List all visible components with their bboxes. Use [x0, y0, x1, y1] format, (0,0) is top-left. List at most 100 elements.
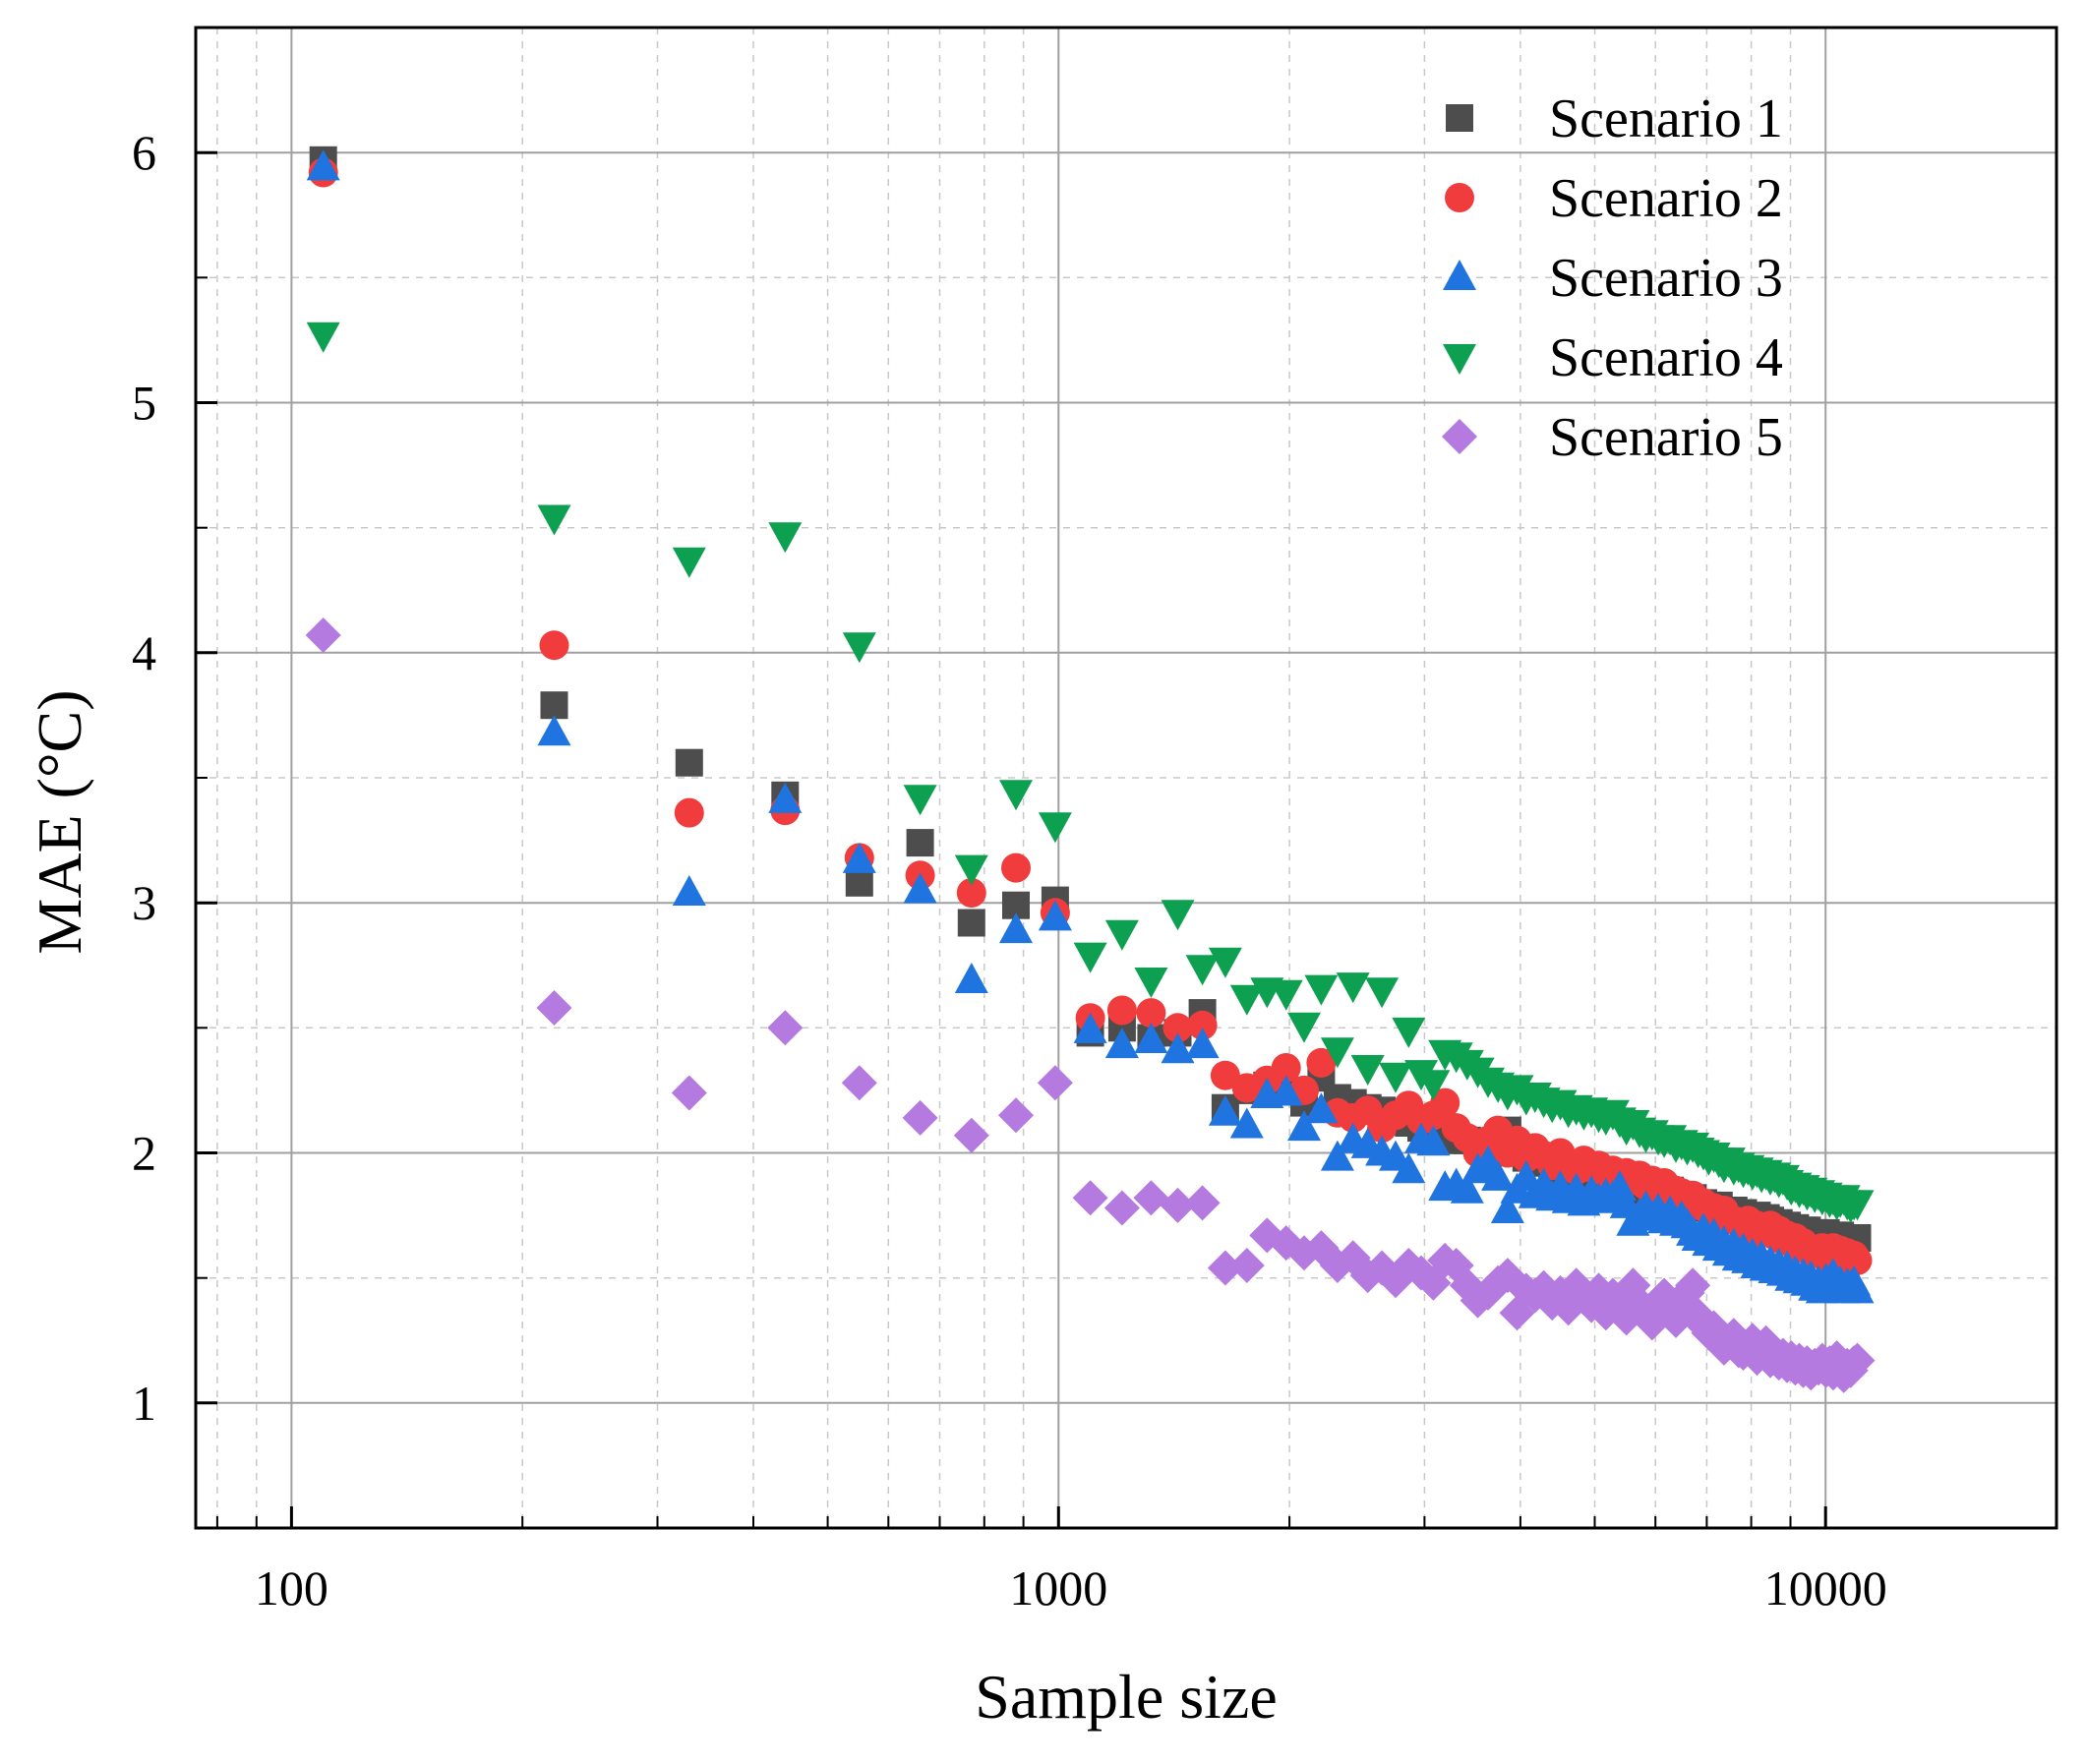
data-point — [956, 878, 986, 908]
x-axis-title: Sample size — [975, 1662, 1277, 1732]
data-point — [1228, 1248, 1265, 1283]
data-point — [1072, 1180, 1108, 1216]
legend-label: Scenario 3 — [1549, 248, 1783, 309]
data-point — [1675, 1267, 1711, 1304]
data-point — [999, 912, 1033, 944]
data-point — [671, 1075, 707, 1111]
data-point — [1287, 1012, 1321, 1043]
x-tick-label: 1000 — [1009, 1560, 1107, 1616]
data-point — [1229, 1107, 1264, 1139]
data-point — [1185, 955, 1220, 986]
data-point — [1306, 1047, 1337, 1078]
data-point — [1392, 1017, 1426, 1048]
data-point — [906, 829, 934, 857]
data-point — [675, 748, 703, 777]
data-point — [537, 504, 571, 536]
data-point — [306, 322, 340, 353]
data-point — [1210, 1060, 1240, 1090]
series-1-points — [309, 146, 1872, 1255]
data-point — [1104, 919, 1139, 951]
data-point — [1320, 1037, 1354, 1069]
data-point — [1038, 812, 1072, 844]
data-point — [998, 1097, 1034, 1134]
data-point — [1336, 972, 1370, 1004]
data-point — [1304, 974, 1339, 1006]
data-point — [536, 990, 572, 1026]
data-point — [1416, 1070, 1451, 1101]
data-point — [1073, 1012, 1107, 1043]
data-point — [954, 854, 988, 886]
data-point — [1134, 968, 1168, 998]
data-point — [537, 715, 571, 746]
data-point — [1840, 1272, 1875, 1304]
data-point — [1304, 1092, 1339, 1124]
data-point — [1161, 900, 1195, 931]
data-point — [1208, 1094, 1242, 1126]
y-tick-labels: 1 2 3 4 5 6 — [132, 125, 156, 1431]
y-tick-label: 2 — [132, 1126, 156, 1181]
series-2-points — [308, 157, 1873, 1275]
data-point — [1185, 1028, 1220, 1059]
data-point — [1269, 1075, 1303, 1106]
series-3-points — [306, 149, 1875, 1304]
data-point — [953, 1117, 989, 1153]
data-point — [1134, 1023, 1168, 1053]
data-point — [903, 785, 937, 816]
data-point — [1103, 1190, 1140, 1226]
data-point — [540, 691, 568, 720]
legend-marker — [1443, 260, 1476, 290]
legend-marker — [1442, 419, 1477, 454]
series-4-points — [306, 322, 1875, 1223]
data-point — [1162, 1013, 1193, 1043]
data-point — [1208, 947, 1242, 978]
data-point — [903, 872, 937, 904]
data-points — [305, 146, 1876, 1393]
data-point — [1161, 1032, 1195, 1064]
axis-ticks — [196, 150, 1827, 1528]
data-point — [672, 547, 706, 578]
x-tick-labels: 100 1000 10000 — [255, 1560, 1887, 1616]
data-point — [1106, 995, 1137, 1026]
legend-marker — [1446, 104, 1473, 132]
data-point — [842, 632, 876, 664]
series-5-points — [305, 617, 1876, 1393]
data-point — [1416, 1125, 1451, 1156]
legend-label: Scenario 4 — [1549, 327, 1783, 388]
data-point — [1365, 977, 1400, 1009]
legend-label: Scenario 1 — [1549, 88, 1783, 149]
legend-marker — [1443, 344, 1476, 375]
data-point — [1073, 942, 1107, 973]
data-point — [902, 1099, 938, 1136]
data-point — [1481, 1159, 1516, 1191]
data-point — [1350, 1055, 1385, 1086]
data-point — [1160, 1187, 1196, 1223]
data-point — [1287, 1110, 1321, 1142]
data-point — [1001, 853, 1031, 883]
data-point — [954, 963, 988, 993]
data-point — [1392, 1152, 1426, 1184]
x-tick-label: 10000 — [1764, 1560, 1887, 1616]
data-point — [999, 780, 1033, 811]
y-tick-label: 3 — [132, 875, 156, 930]
data-point — [1136, 998, 1166, 1029]
data-point — [768, 522, 803, 554]
data-point — [1187, 1010, 1218, 1040]
grid-lines — [196, 28, 2056, 1528]
plot-area-frame — [194, 26, 2058, 1530]
data-point — [1840, 1190, 1875, 1221]
data-point — [768, 782, 803, 813]
data-point — [672, 875, 706, 906]
data-point — [674, 797, 704, 828]
data-point — [1037, 1065, 1073, 1101]
data-point — [1842, 1245, 1873, 1275]
data-point — [957, 909, 985, 937]
data-point — [305, 617, 341, 653]
y-tick-label: 5 — [132, 376, 156, 431]
data-point — [845, 868, 873, 897]
legend-label: Scenario 5 — [1549, 407, 1783, 468]
data-point — [1490, 1193, 1524, 1223]
data-point — [539, 630, 569, 661]
data-point — [306, 149, 340, 181]
data-point — [1450, 1172, 1484, 1204]
